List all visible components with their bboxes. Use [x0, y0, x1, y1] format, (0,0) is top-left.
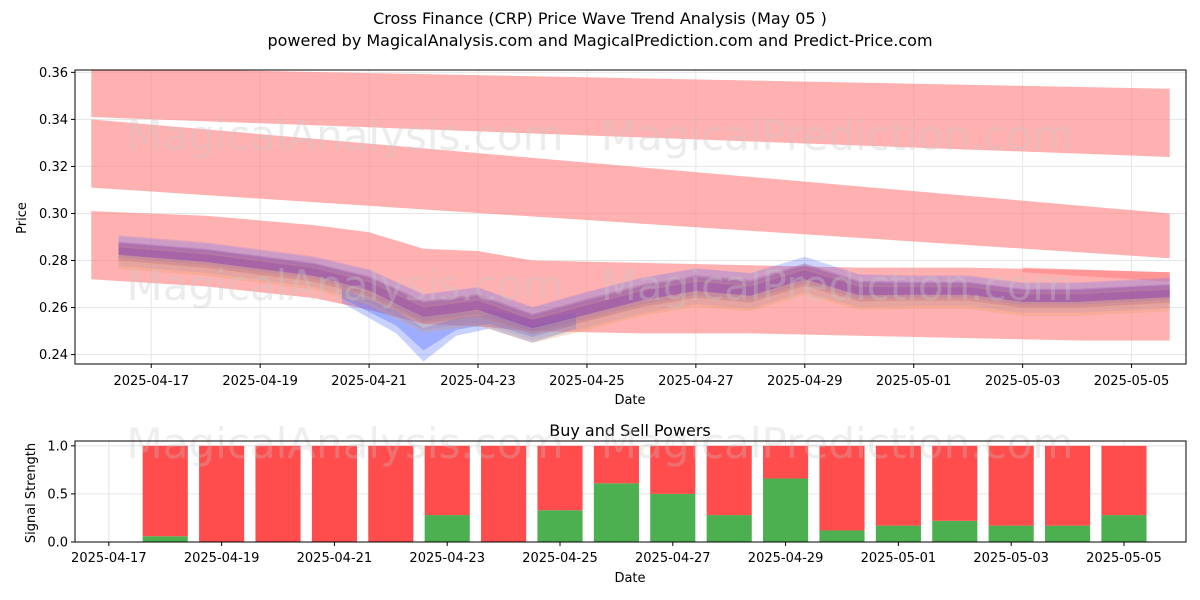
price-y-axis-label: Price	[15, 202, 30, 234]
buy-bar	[988, 525, 1034, 542]
price-axes-frame	[74, 69, 1187, 365]
chart-title: Cross Finance (CRP) Price Wave Trend Ana…	[373, 9, 827, 28]
sell-bar	[199, 445, 245, 542]
buy-bar	[932, 520, 978, 542]
trend-wave-band	[118, 241, 1170, 335]
price-watermarks: MagicalAnalysis.com MagicalPrediction.com…	[127, 111, 1074, 310]
watermark-text: MagicalAnalysis.com	[127, 261, 564, 310]
buy-sell-x-tick-label: 2025-04-21	[297, 551, 373, 566]
sell-bar	[650, 445, 696, 494]
sell-bar	[875, 445, 921, 526]
buy-sell-x-tick-label: 2025-04-19	[184, 551, 260, 566]
buy-bar	[537, 510, 583, 542]
buy-sell-y-axis-label: Signal Strength	[24, 443, 39, 543]
sell-bar	[932, 445, 978, 521]
price-x-tick-label: 2025-05-03	[985, 374, 1061, 389]
sell-bar	[1101, 445, 1147, 516]
price-y-tick-label: 0.26	[39, 301, 68, 316]
price-y-tick-label: 0.34	[39, 113, 68, 128]
price-x-tick-label: 2025-04-25	[549, 374, 625, 389]
chart-subtitle: powered by MagicalAnalysis.com and Magic…	[267, 31, 933, 50]
sell-bar	[763, 445, 809, 479]
buy-bar	[1101, 515, 1147, 542]
forecast-band	[91, 119, 1170, 259]
price-y-axis: 0.24 0.26 0.28 0.30 0.32 0.34 0.36	[39, 66, 75, 363]
trend-wave-band	[118, 245, 1170, 335]
sell-bar	[706, 445, 752, 516]
price-y-tick-label: 0.24	[39, 348, 68, 363]
buy-bar	[763, 478, 809, 542]
buy-bar	[875, 525, 921, 542]
buy-sell-y-tick-label: 0.0	[47, 536, 68, 551]
buy-sell-title: Buy and Sell Powers	[549, 421, 711, 440]
trend-wave-band	[118, 242, 1170, 343]
price-x-tick-label: 2025-05-05	[1094, 374, 1170, 389]
watermark-text: MagicalPrediction.com	[601, 111, 1074, 160]
price-x-tick-label: 2025-05-01	[876, 374, 952, 389]
price-x-tick-label: 2025-04-29	[767, 374, 843, 389]
watermark-text: MagicalPrediction.com	[601, 261, 1074, 310]
trend-wave-band	[118, 247, 1170, 329]
price-y-tick-label: 0.32	[39, 160, 68, 175]
price-x-tick-label: 2025-04-27	[658, 374, 734, 389]
watermark-text: MagicalAnalysis.com	[127, 419, 564, 468]
buy-sell-axes-frame	[74, 440, 1187, 543]
sell-bar	[1045, 445, 1091, 526]
buy-sell-x-tick-label: 2025-04-27	[635, 551, 711, 566]
buy-sell-x-tick-label: 2025-05-03	[973, 551, 1049, 566]
buy-sell-x-tick-label: 2025-04-23	[409, 551, 485, 566]
buy-bar	[819, 530, 865, 542]
buy-bar	[593, 483, 639, 542]
buy-sell-x-tick-label: 2025-04-17	[71, 551, 147, 566]
sell-bar	[481, 445, 527, 542]
buy-sell-plot-area	[142, 445, 1147, 542]
watermark-text: MagicalAnalysis.com	[127, 111, 564, 160]
sell-bar	[537, 445, 583, 511]
watermark-text: MagicalPrediction.com	[601, 419, 1074, 468]
price-plot-area	[91, 70, 1170, 362]
buy-sell-y-tick-label: 1.0	[47, 439, 68, 454]
buy-sell-x-tick-label: 2025-05-01	[861, 551, 937, 566]
trend-blue-dip-core	[341, 288, 576, 351]
buy-bar	[706, 515, 752, 542]
buy-bar	[142, 536, 188, 542]
price-x-tick-label: 2025-04-19	[222, 374, 298, 389]
forecast-band	[91, 211, 1170, 341]
trend-wave-band	[118, 236, 1170, 341]
buy-bar	[1045, 525, 1091, 542]
trend-blue-dip	[341, 284, 576, 362]
trend-wave-band	[118, 242, 1170, 329]
buy-sell-y-axis: 0.0 0.5 1.0	[47, 439, 75, 551]
price-y-tick-label: 0.28	[39, 254, 68, 269]
price-x-axis: 2025-04-17 2025-04-19 2025-04-21 2025-04-23…	[113, 364, 1169, 389]
price-y-tick-label: 0.36	[39, 66, 68, 81]
sell-bar	[255, 445, 301, 542]
sell-bar	[988, 445, 1034, 526]
buy-bar	[424, 515, 470, 542]
buy-sell-x-axis: 2025-04-17 2025-04-19 2025-04-21 2025-04-23…	[71, 542, 1162, 566]
price-x-axis-label: Date	[614, 393, 645, 408]
price-y-tick-label: 0.30	[39, 207, 68, 222]
buy-sell-x-tick-label: 2025-04-25	[522, 551, 598, 566]
buy-bar	[650, 493, 696, 542]
sell-bar	[142, 445, 188, 537]
buy-sell-watermarks: MagicalAnalysis.com MagicalPrediction.com	[127, 419, 1074, 468]
sell-bar	[311, 445, 357, 542]
sell-bar	[368, 445, 414, 542]
price-x-tick-label: 2025-04-23	[440, 374, 516, 389]
buy-sell-x-tick-label: 2025-05-05	[1086, 551, 1162, 566]
price-x-tick-label: 2025-04-17	[113, 374, 189, 389]
buy-sell-y-tick-label: 0.5	[47, 487, 68, 502]
trend-wave-band	[118, 235, 1170, 332]
forecast-band	[1022, 267, 1170, 282]
forecast-band	[91, 70, 1170, 157]
buy-sell-x-tick-label: 2025-04-29	[748, 551, 824, 566]
sell-bar	[424, 445, 470, 516]
price-x-tick-label: 2025-04-21	[331, 374, 407, 389]
buy-sell-x-axis-label: Date	[614, 571, 645, 586]
sell-bar	[593, 445, 639, 484]
sell-bar	[819, 445, 865, 531]
